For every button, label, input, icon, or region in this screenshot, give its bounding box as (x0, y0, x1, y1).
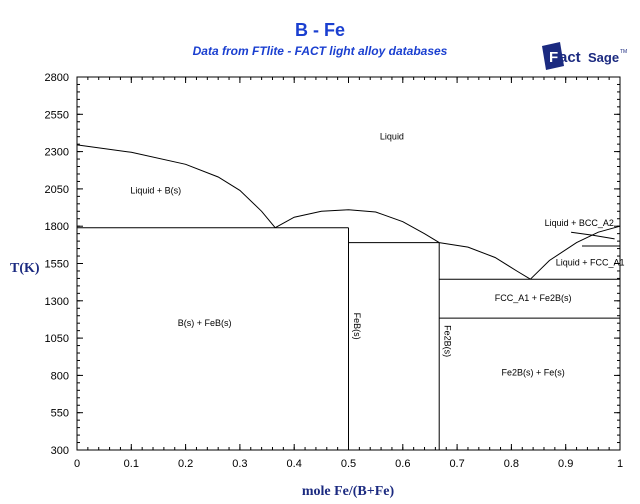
x-tick-label: 0.2 (178, 458, 193, 470)
boundary-bcc-boundary (571, 231, 615, 240)
x-tick-label: 1 (617, 458, 623, 470)
region-label: B(s) + FeB(s) (178, 318, 232, 328)
y-tick-label: 2300 (45, 147, 69, 159)
region-label: Liquid + BCC_A2 (545, 218, 614, 228)
x-tick-label: 0.6 (395, 458, 410, 470)
x-tick-label: 0.5 (341, 458, 356, 470)
chart-title: B - Fe (294, 20, 345, 40)
region-label: Liquid + FCC_A1 (556, 258, 625, 268)
region-label: Fe2B(s) (443, 325, 453, 357)
y-tick-label: 550 (51, 408, 69, 420)
region-label: FCC_A1 + Fe2B(s) (495, 293, 572, 303)
y-tick-label: 2050 (45, 184, 69, 196)
x-axis-title: mole Fe/(B+Fe) (302, 484, 395, 499)
y-tick-label: 2800 (45, 72, 69, 84)
y-tick-label: 800 (51, 370, 69, 382)
svg-text:Sage: Sage (588, 50, 619, 65)
axis-ticks: 300 550 800 1050 1300 1550 1800 2050 2300 2550 280… (45, 72, 624, 470)
x-tick-label: 0 (74, 458, 80, 470)
region-labels: Liquid Liquid + B(s) B(s) + FeB(s) FeB(s) Fe… (130, 132, 624, 378)
x-tick-label: 0.8 (504, 458, 519, 470)
boundary-liquidus-B (76, 144, 276, 229)
y-tick-label: 1550 (45, 259, 69, 271)
y-tick-label: 1050 (45, 333, 69, 345)
boundary-liquidus-Fe (530, 225, 621, 280)
region-label: FeB(s) (352, 313, 362, 340)
x-tick-label: 0.7 (449, 458, 464, 470)
svg-text:act: act (559, 49, 581, 66)
x-tick-label: 0.3 (232, 458, 247, 470)
y-tick-label: 300 (51, 445, 69, 457)
svg-text:F: F (549, 49, 558, 66)
factsage-logo: F act Sage TM (542, 42, 627, 70)
x-tick-label: 0.1 (124, 458, 139, 470)
y-tick-label: 2550 (45, 109, 69, 121)
y-axis-title: T(K) (10, 261, 40, 276)
region-label: Liquid (380, 132, 404, 142)
x-tick-label: 0.4 (287, 458, 302, 470)
region-label: Fe2B(s) + Fe(s) (501, 367, 564, 377)
boundary-liquidus-Fe2B (439, 242, 531, 280)
x-tick-label: 0.9 (558, 458, 573, 470)
phase-boundaries (76, 144, 621, 450)
region-label: Liquid + B(s) (130, 185, 181, 195)
y-tick-label: 1300 (45, 296, 69, 308)
y-tick-label: 1800 (45, 221, 69, 233)
chart-subtitle: Data from FTlite - FACT light alloy data… (192, 44, 448, 58)
boundary-liquidus-FeB (274, 209, 440, 244)
svg-text:TM: TM (620, 49, 627, 55)
